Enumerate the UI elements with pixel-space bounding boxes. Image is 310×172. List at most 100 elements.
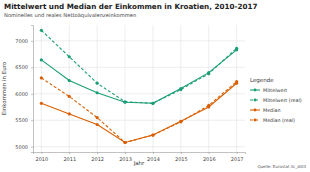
legend-swatch [250, 89, 260, 90]
grid-line-x [236, 25, 237, 152]
grid-line-x [125, 25, 126, 152]
x-axis-title: Jahr [133, 160, 145, 167]
series-point [151, 102, 154, 105]
series-point [123, 141, 126, 144]
legend-label: Mittelwert [263, 88, 287, 93]
axis-line [31, 26, 34, 153]
legend-label: Median (real) [263, 118, 295, 123]
x-tick: 2012 [91, 152, 104, 162]
series-point [96, 82, 99, 85]
x-tick: 2016 [203, 152, 216, 162]
grid [33, 25, 245, 152]
plot-area [40, 29, 238, 144]
series-point [235, 80, 238, 83]
x-tick: 2011 [63, 152, 76, 162]
legend-item: Median (real) [250, 118, 295, 123]
series-point [40, 58, 43, 61]
y-tick-mark [31, 67, 33, 68]
legend-marker [254, 89, 257, 92]
series-point [68, 55, 71, 58]
grid-line-y [33, 67, 245, 68]
x-tick-mark [153, 152, 154, 154]
grid-line-x [208, 25, 209, 152]
series-point [40, 76, 43, 79]
y-tick-label: 7000 [15, 38, 28, 44]
y-tick-mark [31, 147, 33, 148]
series-point [68, 79, 71, 82]
y-tick: 6000 [15, 91, 33, 97]
y-tick-label: 6500 [15, 64, 28, 70]
y-tick-mark [31, 41, 33, 42]
series-line [41, 78, 236, 143]
grid-line-y [33, 93, 245, 94]
x-tick: 2013 [119, 152, 132, 162]
legend-item: Mittelwert [250, 88, 287, 93]
x-tick-label: 2011 [63, 156, 76, 162]
x-tick: 2017 [231, 152, 244, 162]
x-tick-label: 2014 [147, 156, 160, 162]
y-axis-title: Einkommen in Euro [1, 61, 7, 115]
chart: Mittelwert und Median der Einkommen in K… [0, 0, 310, 172]
y-tick: 6500 [15, 64, 33, 70]
series-point [123, 100, 126, 103]
legend-label: Mittelwert (real) [263, 98, 302, 103]
series-point [123, 141, 126, 144]
x-tick-mark [97, 152, 98, 154]
legend-swatch [250, 109, 260, 110]
legend-marker [254, 109, 257, 112]
series-point [96, 123, 99, 126]
grid-line-x [69, 25, 70, 152]
x-tick-label: 2015 [175, 156, 188, 162]
x-tick: 2015 [175, 152, 188, 162]
x-tick-label: 2013 [119, 156, 132, 162]
grid-line-y [33, 40, 245, 41]
grid-line-y [33, 120, 245, 121]
x-tick-mark [237, 152, 238, 154]
series-point [68, 95, 71, 98]
legend-marker [254, 119, 257, 122]
legend-title: Legende [250, 77, 274, 84]
x-tick-label: 2010 [36, 156, 49, 162]
series-point [235, 47, 238, 50]
x-tick-label: 2012 [91, 156, 104, 162]
legend-item: Mittelwert (real) [250, 98, 302, 103]
grid-line-x [41, 25, 42, 152]
x-tick-label: 2017 [231, 156, 244, 162]
series-point [179, 120, 182, 123]
series-point [68, 112, 71, 115]
series-point [123, 101, 126, 104]
y-tick-label: 5000 [15, 144, 28, 150]
legend-marker [254, 99, 257, 102]
y-tick-label: 5500 [15, 117, 28, 123]
series-point [179, 88, 182, 91]
series-line [41, 83, 236, 142]
series-point [207, 72, 210, 75]
series-point [96, 116, 99, 119]
y-tick: 7000 [15, 38, 33, 44]
y-tick-mark [31, 120, 33, 121]
subtitle: Nominelles und reales Nettoäquivalenzein… [4, 12, 136, 19]
series-point [151, 133, 154, 136]
x-tick: 2010 [36, 152, 49, 162]
y-tick: 5500 [15, 117, 33, 123]
y-tick-mark [31, 94, 33, 95]
source: Quelle: Eurostat ilc_di03 [257, 164, 306, 169]
x-tick-mark [69, 152, 70, 154]
grid-line-x [97, 25, 98, 152]
series-point [179, 120, 182, 123]
y-axis: 5000 5500 6000 6500 7000 [15, 26, 33, 153]
series-point [40, 29, 43, 32]
series-point [151, 133, 154, 136]
legend-label: Median [263, 108, 280, 113]
axis-line [34, 153, 246, 155]
legend-swatch [250, 99, 260, 100]
legend: Legende Mittelwert Mittelwert (real) Median… [250, 77, 302, 123]
grid-line-y [33, 146, 245, 147]
series-point [40, 102, 43, 105]
x-tick-mark [181, 152, 182, 154]
series-point [96, 91, 99, 94]
series-line [41, 30, 236, 103]
x-tick: 2014 [147, 152, 160, 162]
grid-line-x [152, 25, 153, 152]
legend-item: Median [250, 108, 280, 113]
